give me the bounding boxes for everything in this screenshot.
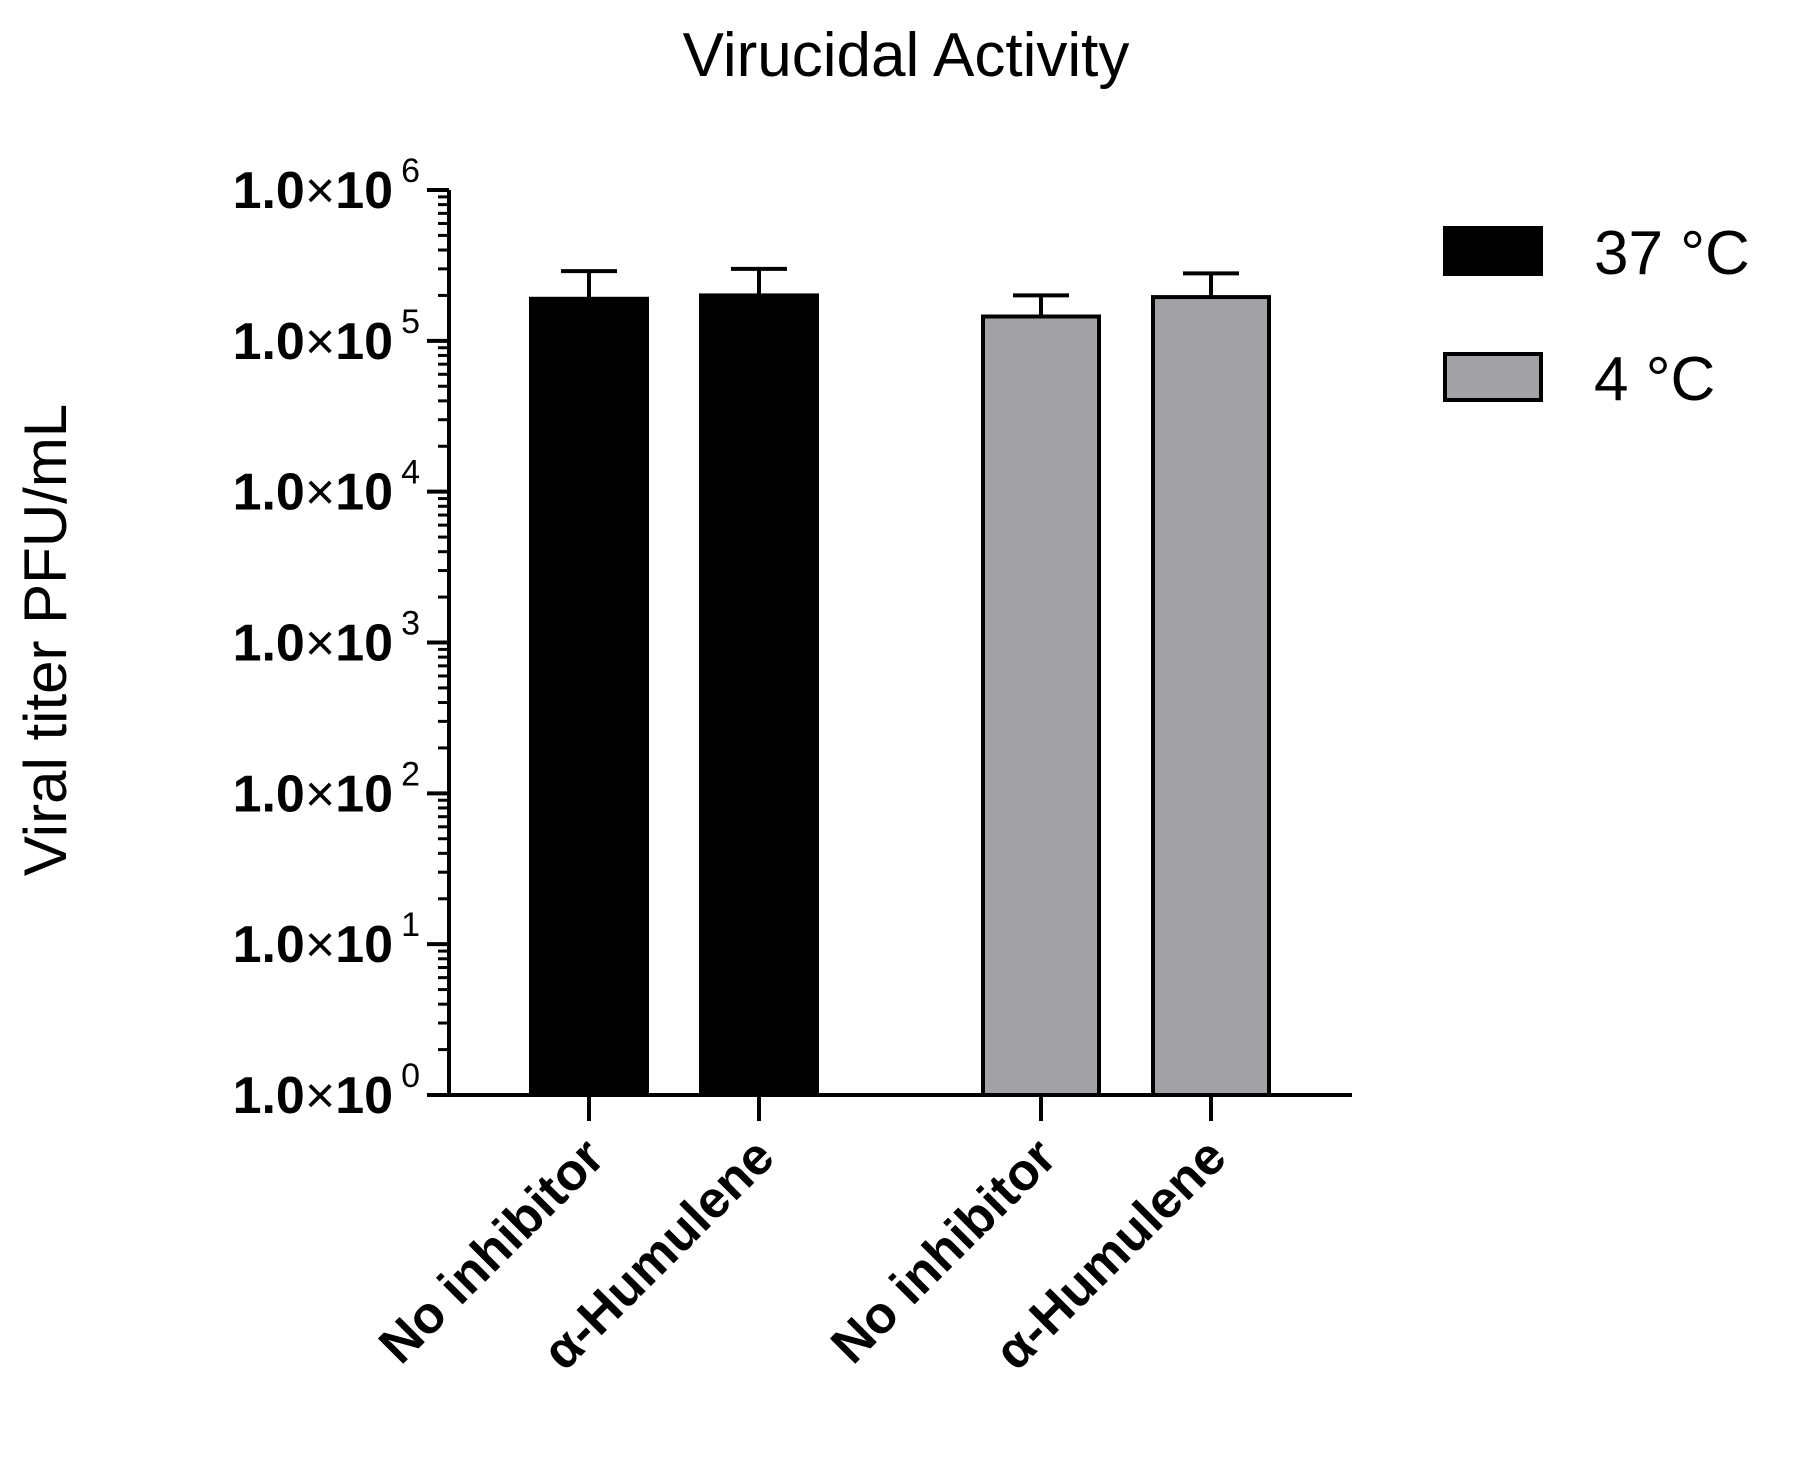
- bar: [699, 293, 819, 1097]
- y-tick-label: 1.0×10 3: [233, 605, 420, 673]
- chart-title: Virucidal Activity: [683, 21, 1130, 90]
- y-tick-label: 1.0×10 2: [233, 755, 420, 823]
- y-tick-label: 1.0×10 1: [233, 906, 420, 974]
- legend-swatch: [1443, 226, 1543, 276]
- y-axis-label: Viral titer PFU/mL: [12, 404, 79, 876]
- y-tick-label: 1.0×10 5: [233, 303, 420, 371]
- bar: [981, 314, 1101, 1097]
- bar: [529, 296, 649, 1097]
- legend-label: 4 °C: [1594, 345, 1715, 414]
- bar: [1151, 295, 1271, 1098]
- legend: 37 °C 4 °C: [1443, 219, 1750, 414]
- y-axis-ticks: 1.0×10 0 1.0×10 1 1.0×10 2 1.0×10 3 1.0×10 4 1.0×1…: [233, 152, 449, 1125]
- y-tick-label: 1.0×10 0: [233, 1057, 420, 1125]
- legend-label: 37 °C: [1594, 219, 1750, 288]
- legend-swatch: [1443, 352, 1543, 402]
- y-tick-label: 1.0×10 4: [233, 454, 420, 522]
- y-tick-label: 1.0×10 6: [233, 152, 420, 220]
- bars: [529, 266, 1271, 1098]
